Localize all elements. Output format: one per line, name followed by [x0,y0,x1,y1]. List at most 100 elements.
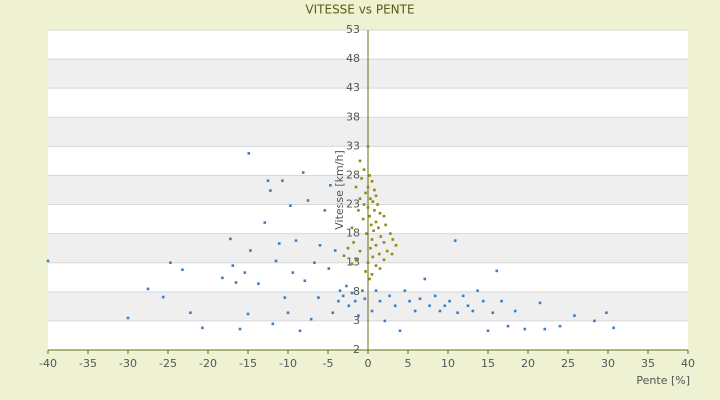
point [373,209,376,212]
point [354,185,358,189]
point [247,152,251,155]
point [612,326,615,330]
point [246,312,250,316]
point [169,261,172,265]
x-tick-label: -10 [279,357,297,370]
point [317,296,320,299]
point [309,317,313,321]
point [281,179,284,182]
point [126,316,130,320]
x-tick-label: 10 [441,357,455,370]
x-tick-label: 40 [681,357,695,370]
point [379,235,383,238]
y-axis-title: Vitesse [km/h] [333,150,346,230]
point [353,299,357,303]
point [234,281,238,284]
point [313,261,316,265]
point [384,223,387,227]
point [289,204,292,208]
point [486,329,490,333]
point [378,211,382,215]
point [333,249,337,252]
point [347,304,351,308]
point [453,239,457,242]
point [181,268,184,272]
point [438,309,442,313]
point [243,271,247,274]
point [365,232,368,235]
point [389,232,392,235]
point [538,301,542,305]
point [366,206,370,209]
point [461,294,465,298]
point [495,269,499,273]
x-tick-label: -35 [79,357,97,370]
x-tick-label: -30 [119,357,137,370]
x-tick-label: 25 [561,357,575,370]
y-tick-label: 18 [346,227,360,240]
point [357,314,360,317]
point [358,197,362,201]
point [362,203,366,206]
point [385,249,389,253]
point [249,249,252,252]
point [327,267,331,270]
point [373,188,376,192]
point [294,239,298,242]
point [318,243,322,247]
point [301,171,305,174]
point [266,179,270,182]
point [377,226,380,230]
x-tick-label: 0 [365,357,372,370]
point [377,252,381,256]
point [374,243,378,247]
point [342,254,346,258]
point [573,314,576,317]
point [369,223,373,227]
point [476,289,479,292]
point [491,311,495,315]
point [374,220,378,224]
point [558,324,562,328]
x-tick-label: 15 [481,357,495,370]
x-tick-label: -5 [323,357,334,370]
y-tick-label: 3 [353,314,360,327]
point [263,221,267,224]
point [506,324,510,328]
point [337,299,340,303]
point [443,304,447,308]
point [338,289,342,292]
point [398,329,402,333]
point [46,259,50,263]
point [357,209,360,212]
y-tick-label: 8 [353,285,360,298]
x-axis-title: Pente [%] [636,374,690,387]
point [303,279,307,283]
point [523,327,527,331]
point [394,243,398,247]
point [456,311,459,315]
point [146,287,150,291]
y-tick-label: 23 [346,198,360,211]
x-tick-label: -20 [199,357,217,370]
y-tick-label: 38 [346,110,360,123]
point [428,304,431,308]
point [378,267,382,270]
point [471,309,475,313]
point [329,184,332,187]
point [221,276,224,280]
point [370,238,374,241]
point [382,214,386,218]
point [513,309,517,313]
point [350,262,354,266]
point [366,145,370,148]
point [283,296,287,299]
point [341,294,345,298]
point [346,246,350,250]
point [362,168,366,171]
x-tick-label: -40 [39,357,57,370]
point [366,185,370,189]
x-tick-label: 20 [521,357,535,370]
y-tick-label: 28 [346,168,360,181]
point [291,271,295,274]
